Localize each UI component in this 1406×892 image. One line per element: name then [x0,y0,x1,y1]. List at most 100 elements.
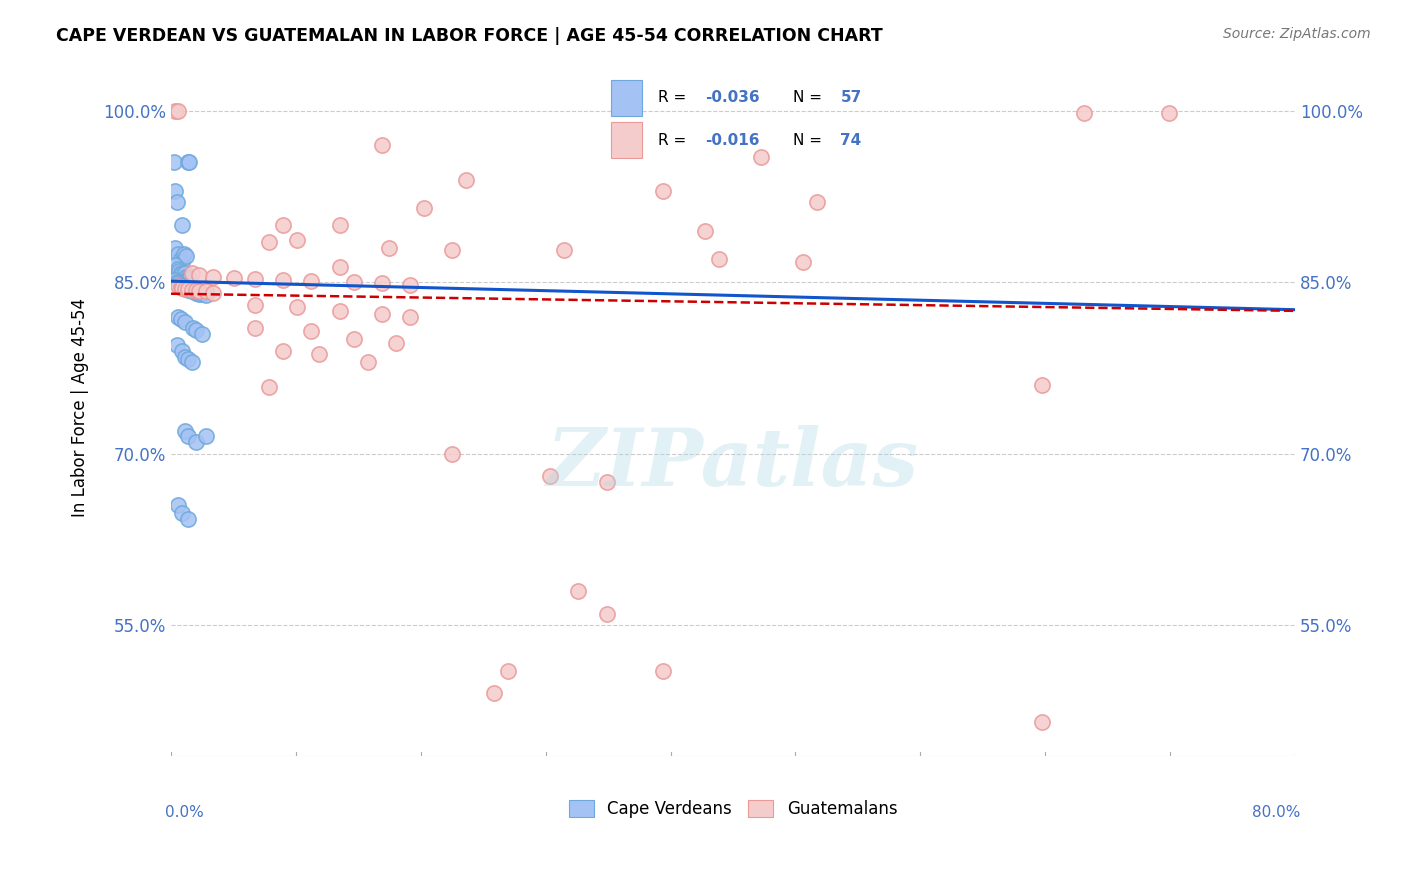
Point [188,286,211,301]
Point [195,429,218,443]
Point [792,254,814,268]
Point [191,326,214,341]
Text: 80.0%: 80.0% [1253,805,1301,820]
Point [329,260,352,275]
Point [202,269,225,284]
Point [329,218,352,232]
Point [180,283,202,297]
Point [454,172,477,186]
Point [651,664,673,678]
Point [170,311,193,326]
Point [173,246,195,260]
Point [179,272,201,286]
Point [165,273,187,287]
Point [167,278,190,293]
Point [172,281,194,295]
Point [176,281,198,295]
Point [177,429,200,443]
Point [170,266,193,280]
Point [165,103,187,118]
Point [412,201,434,215]
Point [378,241,401,255]
Point [167,103,190,118]
Point [195,285,218,299]
Point [163,155,186,169]
Point [172,343,194,358]
Point [749,150,772,164]
Point [538,469,561,483]
Point [651,184,673,198]
Point [371,277,394,291]
Point [179,155,201,169]
Point [167,310,190,324]
Point [245,321,267,335]
Y-axis label: In Labor Force | Age 45-54: In Labor Force | Age 45-54 [72,299,89,517]
Point [174,350,197,364]
Point [1073,106,1095,120]
Point [165,258,187,272]
Point [177,270,200,285]
Point [273,343,295,358]
Point [174,424,197,438]
Point [172,280,194,294]
Point [245,272,267,286]
Point [287,233,309,247]
Point [167,498,190,512]
Point [245,298,267,312]
Point [398,310,420,324]
Point [177,351,200,366]
Point [170,278,193,293]
Point [224,270,246,285]
Point [202,285,225,300]
Point [181,285,204,299]
Point [273,273,295,287]
Point [567,583,589,598]
Point [181,283,204,297]
Point [177,282,200,296]
Point [166,195,188,210]
Text: 0.0%: 0.0% [166,805,204,820]
Point [166,275,188,289]
Point [165,241,187,255]
Point [167,277,190,291]
Point [183,321,205,335]
Point [169,264,191,278]
Point [177,155,200,169]
Point [167,246,190,260]
Text: Source: ZipAtlas.com: Source: ZipAtlas.com [1223,27,1371,41]
Point [186,435,208,450]
Point [172,506,194,520]
Point [174,281,197,295]
Legend: Cape Verdeans, Guatemalans: Cape Verdeans, Guatemalans [562,793,904,824]
Point [170,252,193,267]
Point [174,282,197,296]
Text: CAPE VERDEAN VS GUATEMALAN IN LABOR FORCE | AGE 45-54 CORRELATION CHART: CAPE VERDEAN VS GUATEMALAN IN LABOR FORC… [56,27,883,45]
Point [176,269,198,284]
Point [186,283,208,297]
Point [186,323,208,337]
Point [188,268,211,283]
Point [186,285,208,300]
Point [496,664,519,678]
Point [707,252,730,267]
Point [595,607,617,621]
Point [174,266,197,280]
Point [176,249,198,263]
Point [371,138,394,153]
Point [181,355,204,369]
Point [174,315,197,329]
Point [301,325,323,339]
Point [167,261,190,276]
Point [482,686,505,700]
Point [259,235,281,250]
Point [172,218,194,232]
Point [385,335,408,350]
Point [177,512,200,526]
Point [172,268,194,282]
Point [259,380,281,394]
Point [191,286,214,301]
Point [195,288,218,302]
Point [440,447,463,461]
Point [183,283,205,297]
Point [301,274,323,288]
